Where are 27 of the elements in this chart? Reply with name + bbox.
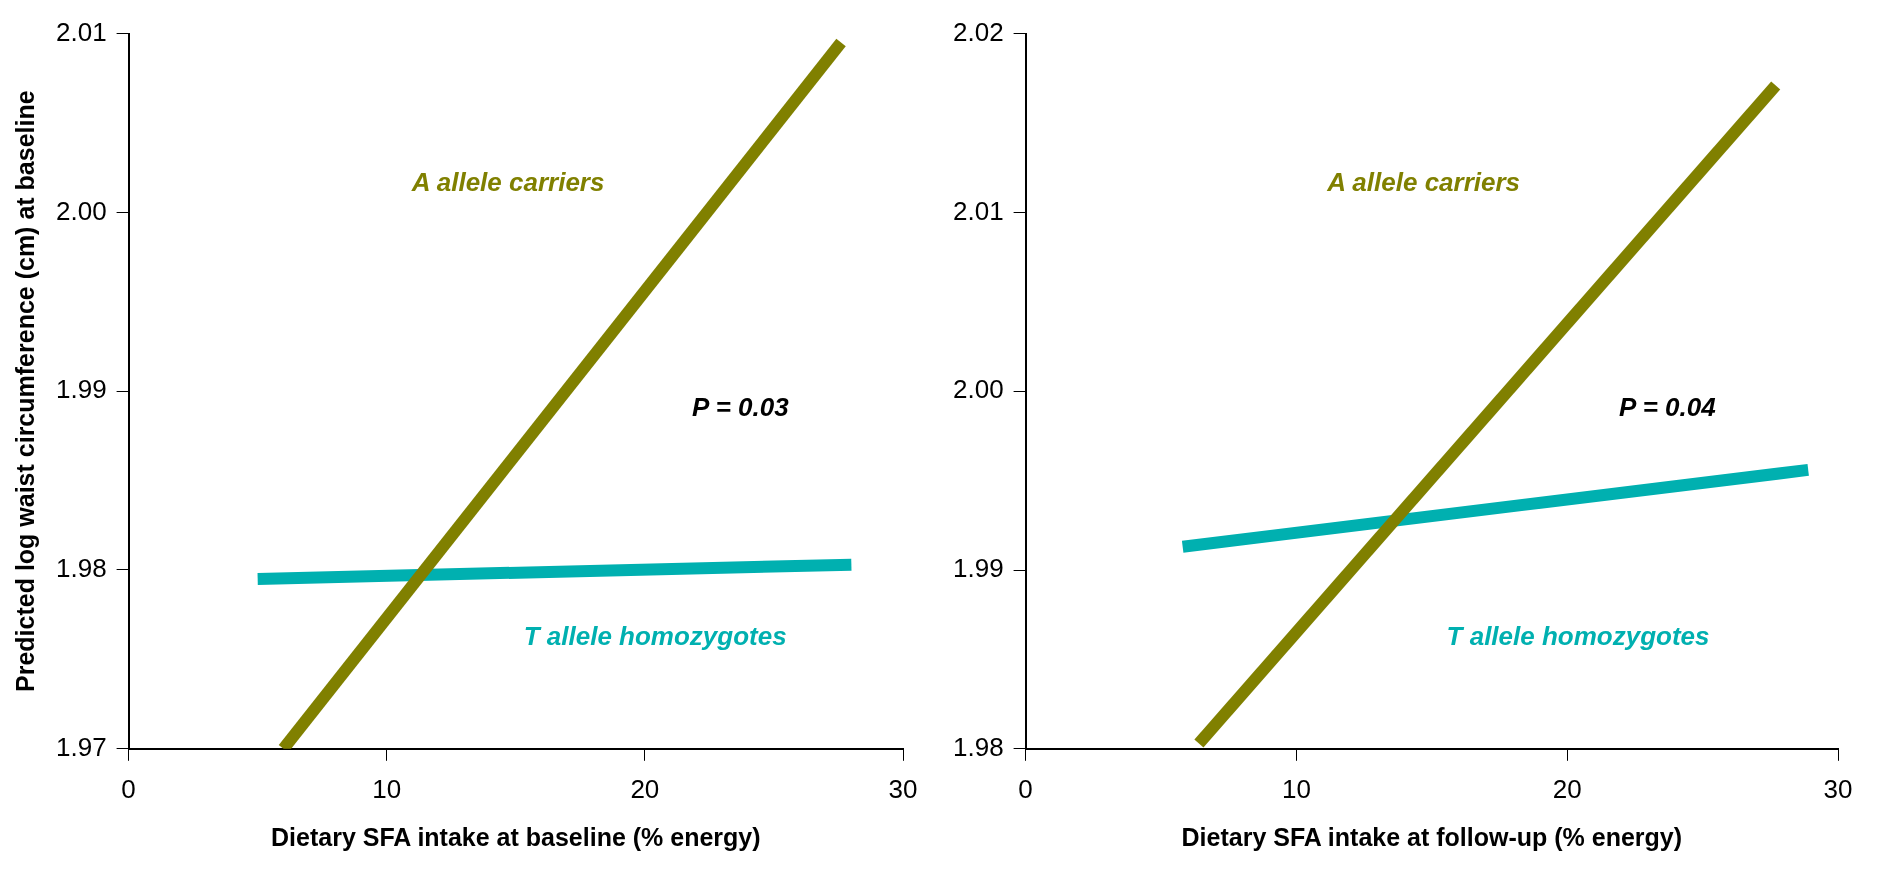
y-tick-label: 1.99: [952, 553, 1004, 584]
y-tick-label: 2.00: [55, 195, 107, 226]
x-tick-label: 0: [121, 773, 136, 804]
text: A allele carriers: [1326, 166, 1521, 197]
annotation: P = 0.04: [1619, 392, 1717, 423]
annotation: P = 0.03: [692, 392, 790, 423]
y-tick-label: 1.98: [55, 553, 107, 584]
text: A allele carriers: [410, 166, 605, 197]
x-axis-title: Dietary SFA intake at follow-up (% energy): [1181, 822, 1683, 851]
y-tick-label: 1.97: [55, 731, 107, 762]
y-tick-label: 1.99: [55, 374, 107, 405]
x-tick-label: 20: [630, 773, 660, 804]
x-tick-label: 20: [1552, 773, 1582, 804]
x-tick-label: 10: [1281, 773, 1311, 804]
series-label: T allele homozygotes: [523, 621, 787, 652]
y-tick-label: 1.98: [952, 731, 1004, 762]
y-tick-label: 2.00: [952, 374, 1004, 405]
y-tick-label: 2.01: [952, 195, 1004, 226]
x-tick-label: 10: [372, 773, 402, 804]
y-axis-title: Predicted log waist circumference (cm) at baseline: [10, 90, 39, 692]
x-tick-label: 0: [1018, 773, 1033, 804]
y-tick-label: 2.02: [952, 16, 1004, 47]
text: T allele homozygotes: [1446, 621, 1710, 652]
x-tick-label: 30: [888, 773, 918, 804]
x-axis-title: Dietary SFA intake at baseline (% energy): [271, 822, 761, 851]
x-tick-label: 30: [1823, 773, 1853, 804]
y-tick-label: 2.01: [55, 16, 107, 47]
